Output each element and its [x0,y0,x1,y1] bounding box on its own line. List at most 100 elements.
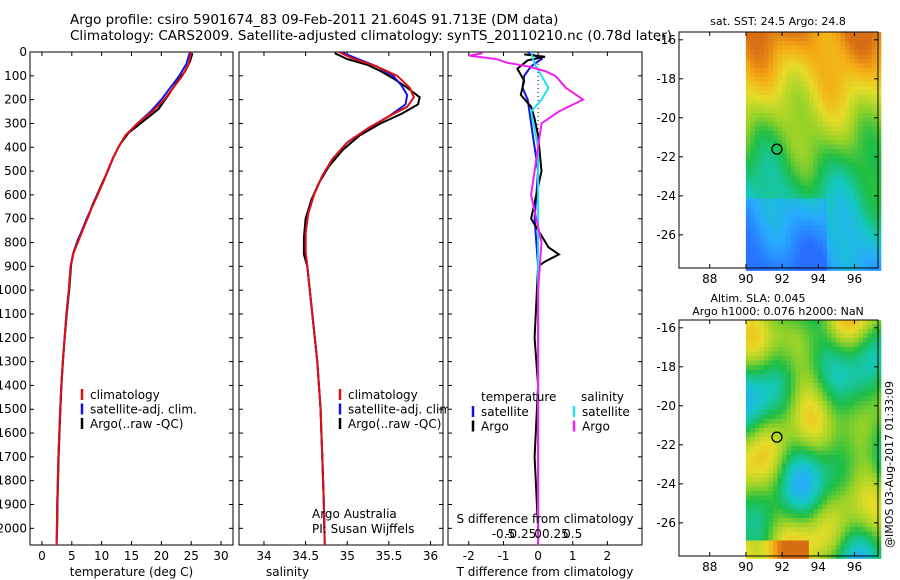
heatmap-cell [750,135,756,141]
heatmap-cell [822,405,828,411]
heatmap-cell [853,536,859,541]
heatmap-cell [777,360,783,366]
heatmap-cell [822,32,828,37]
heatmap-cell [772,437,778,442]
heatmap-cell [840,423,846,429]
heatmap-cell [867,383,873,388]
heatmap-cell [858,158,864,163]
heatmap-cell [867,72,873,78]
heatmap-cell [876,446,882,451]
heatmap-cell [777,149,783,154]
heatmap-cell [799,59,805,64]
heatmap-cell [781,36,787,42]
heatmap-cell [840,104,846,109]
heatmap-cell [840,135,846,141]
heatmap-cell [862,135,868,141]
heatmap-cell [804,108,810,114]
heatmap-cell [826,342,832,348]
heatmap-cell [813,401,819,406]
salinity-diff-tick-label: 0.25 [542,527,569,541]
heatmap-cell [763,405,769,411]
heatmap-cell [822,374,828,379]
heatmap-cell [822,248,828,253]
heatmap-cell [876,369,882,375]
heatmap-cell [754,194,760,199]
heatmap-cell [831,45,837,51]
temperature-xtick-label: 15 [124,549,139,563]
heatmap-cell [835,54,841,60]
heatmap-cell [849,108,855,114]
heatmap-cell [862,338,868,343]
heatmap-cell [813,423,819,429]
heatmap-cell [876,554,882,559]
heatmap-cell [759,459,765,465]
heatmap-cell [754,108,760,114]
heatmap-cell [822,243,828,249]
heatmap-cell [844,450,850,456]
heatmap-cell [835,158,841,163]
heatmap-cell [817,518,823,523]
heatmap-cell [871,180,877,186]
salinity-diff-tick-label: 0.5 [563,527,582,541]
heatmap-cell [858,500,864,505]
heatmap-cell [790,491,796,496]
heatmap-cell [795,324,801,330]
heatmap-cell [750,374,756,379]
heatmap-cell [813,180,819,186]
heatmap-cell [777,351,783,357]
heatmap-cell [795,225,801,231]
heatmap-cell [745,365,751,370]
heatmap-cell [831,225,837,231]
heatmap-cell [768,95,774,100]
heatmap-cell [759,77,765,82]
heatmap-cell [786,419,792,424]
heatmap-cell [826,504,832,510]
heatmap-cell [781,185,787,190]
heatmap-cell [795,491,801,496]
heatmap-cell [795,126,801,132]
heatmap-cell [808,369,814,375]
heatmap-cell [840,383,846,388]
heatmap-cell [759,54,765,60]
heatmap-cell [840,59,846,64]
heatmap-cell [790,189,796,195]
heatmap-cell [876,428,882,433]
heatmap-cell [772,356,778,361]
heatmap-cell [804,441,810,447]
difference-xtick-label: -2 [463,549,475,563]
heatmap-cell [862,140,868,145]
heatmap-cell [750,248,756,253]
heatmap-cell [826,396,832,402]
heatmap-cell [853,36,859,42]
heatmap-cell [777,221,783,226]
heatmap-cell [853,387,859,393]
heatmap-cell [826,207,832,213]
heatmap-cell [759,225,765,231]
heatmap-cell [745,171,751,177]
heatmap-cell [849,527,855,532]
heatmap-cell [772,180,778,186]
heatmap-cell [781,189,787,195]
heatmap-cell [772,392,778,397]
heatmap-cell [876,356,882,361]
difference-series-line [468,52,586,545]
heatmap-cell [808,252,814,258]
heatmap-cell [781,59,787,64]
heatmap-cell [750,126,756,132]
heatmap-cell [745,50,751,55]
heatmap-cell [840,221,846,226]
heatmap-cell [849,99,855,105]
heatmap-cell [777,36,783,42]
heatmap-cell [745,122,751,127]
heatmap-cell [745,522,751,528]
heatmap-cell [835,198,841,204]
heatmap-cell [853,545,859,550]
heatmap-cell [849,176,855,181]
heatmap-cell [745,329,751,334]
heatmap-cell [862,189,868,195]
heatmap-cell [808,225,814,231]
sst_map-xtick-label: 96 [847,272,862,286]
heatmap-cell [763,194,769,199]
heatmap-cell [867,338,873,343]
heatmap-cell [813,464,819,469]
